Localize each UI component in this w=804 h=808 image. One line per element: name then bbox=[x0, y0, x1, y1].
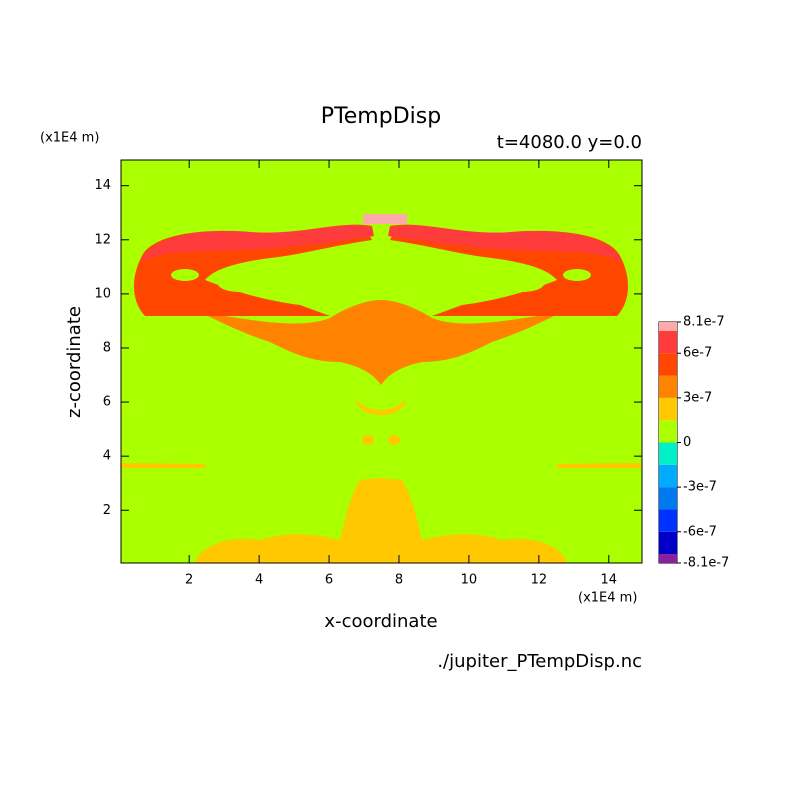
colorbar-band bbox=[659, 464, 677, 488]
contour-region bbox=[362, 435, 374, 445]
colorbar-band bbox=[659, 531, 677, 555]
colorbar-band bbox=[659, 330, 677, 354]
contour-gap bbox=[171, 269, 199, 281]
chart-title: PTempDisp bbox=[321, 104, 441, 129]
contour-region bbox=[121, 463, 205, 468]
footer: ./jupiter_PTempDisp.nc bbox=[437, 651, 642, 672]
x-tick-label: 2 bbox=[185, 573, 193, 588]
x-tick-label: 10 bbox=[461, 573, 478, 588]
colorbar-band bbox=[659, 322, 677, 331]
contour-field bbox=[121, 160, 642, 563]
colorbar-tick-label: -6e-7 bbox=[683, 524, 717, 539]
x-tick-label: 14 bbox=[601, 573, 618, 588]
y-tick-label: 12 bbox=[94, 232, 111, 247]
colorbar-tick-label: -3e-7 bbox=[683, 480, 717, 495]
subtitle: t=4080.0 y=0.0 bbox=[497, 132, 642, 153]
x-tick-label: 8 bbox=[395, 573, 403, 588]
contour-region bbox=[140, 224, 374, 262]
x-tick-label: 4 bbox=[255, 573, 263, 588]
colorbar-tick-label: 0 bbox=[683, 435, 691, 450]
plot-frame bbox=[120, 159, 643, 564]
colorbar-tick-label: -8.1e-7 bbox=[683, 556, 729, 571]
y-axis-label: z-coordinate bbox=[64, 306, 85, 418]
colorbar-band bbox=[659, 509, 677, 532]
contour-region bbox=[363, 214, 407, 224]
contour-region bbox=[195, 478, 381, 563]
colorbar-band bbox=[659, 554, 677, 563]
x-units: (x1E4 m) bbox=[578, 591, 637, 606]
y-units: (x1E4 m) bbox=[40, 131, 99, 146]
colorbar-tick-label: 6e-7 bbox=[683, 346, 712, 361]
colorbar-band bbox=[659, 375, 677, 398]
colorbar-band bbox=[659, 397, 677, 421]
x-axis-label: x-coordinate bbox=[324, 611, 437, 632]
contour-gap bbox=[218, 276, 262, 292]
contour-region bbox=[200, 300, 381, 385]
colorbar-band bbox=[659, 487, 677, 510]
colorbar-band bbox=[659, 353, 677, 376]
colorbar-tick-label: 8.1e-7 bbox=[683, 315, 725, 330]
y-tick-label: 2 bbox=[103, 503, 111, 518]
y-tick-label: 8 bbox=[103, 340, 111, 355]
colorbar-tick-label: 3e-7 bbox=[683, 390, 712, 405]
x-tick-label: 6 bbox=[325, 573, 333, 588]
colorbar-band bbox=[659, 442, 677, 465]
y-tick-label: 14 bbox=[94, 178, 111, 193]
colorbar-band bbox=[659, 420, 677, 443]
x-tick-label: 12 bbox=[531, 573, 548, 588]
contour-gap bbox=[260, 260, 340, 280]
contour-half bbox=[121, 224, 381, 563]
y-tick-label: 6 bbox=[103, 395, 111, 410]
y-tick-label: 4 bbox=[103, 449, 111, 464]
contour-region bbox=[355, 398, 381, 415]
y-tick-label: 10 bbox=[94, 286, 111, 301]
